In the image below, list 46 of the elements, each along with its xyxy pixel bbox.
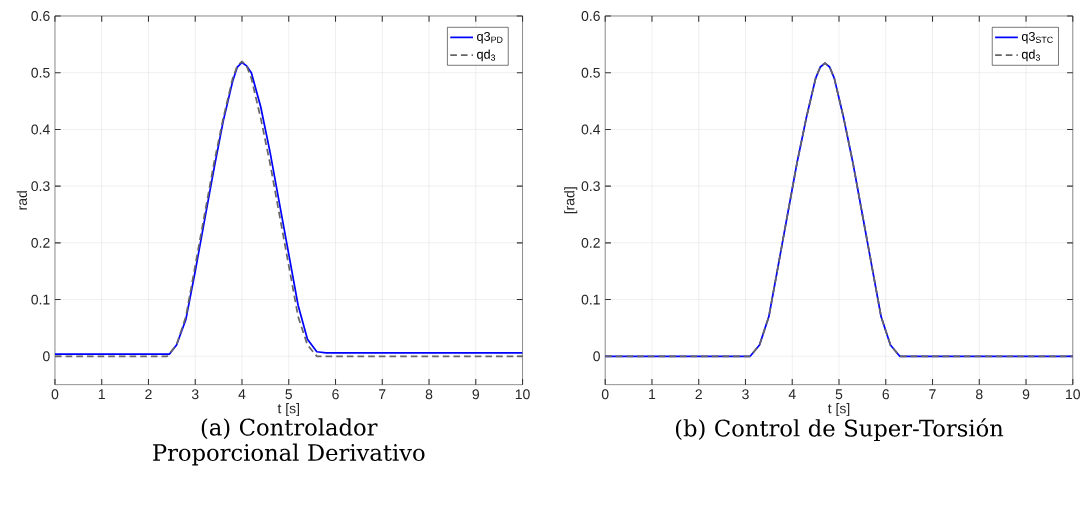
y-tick-label: 0.6 [31,11,50,22]
y-tick-label: 0.3 [31,181,50,192]
x-tick-label: 4 [238,389,246,400]
x-tick-label: 2 [695,389,702,400]
x-tick-label: 7 [929,389,936,400]
x-tick-label: 10 [515,389,530,400]
y-tick-label: 0 [593,351,600,362]
x-tick-label: 8 [975,389,983,400]
y-tick-label: 0.4 [581,124,601,135]
legend-label: q3$_{STC}$ [1021,32,1053,44]
x-axis-title: t [s] [827,403,850,417]
y-axis-title: [rad] [564,187,578,214]
x-tick-label: 1 [649,389,656,400]
x-tick-label: 5 [285,389,293,400]
x-tick-label: 10 [1066,389,1081,400]
x-tick-label: 5 [835,389,843,400]
y-tick-label: 0 [43,351,50,362]
y-axis-title: rad [16,191,27,210]
y-tick-label: 0.2 [31,238,50,249]
y-tick-label: 0.5 [581,67,600,78]
x-tick-label: 0 [601,389,609,400]
text: (a) Controlador Proporcional Derivativo [153,418,425,466]
legend-label: qd$_{3}$ [1021,49,1040,62]
legend-label: qd$_{3}$ [477,49,496,62]
x-tick-label: 7 [379,389,386,400]
x-tick-label: 3 [191,389,199,400]
x-tick-label: 9 [472,389,479,400]
x-tick-label: 2 [145,389,152,400]
y-tick-label: 0.3 [581,181,600,192]
x-tick-label: 3 [742,389,749,400]
x-tick-label: 9 [1022,389,1030,400]
x-tick-label: 1 [98,389,105,400]
text: (b) Control de Super-Torsión [675,418,1004,442]
y-tick-label: 0.5 [31,67,50,78]
x-tick-label: 0 [51,389,59,400]
x-axis-title: t [s] [277,403,300,417]
x-tick-label: 6 [882,389,890,400]
y-tick-label: 0.4 [31,124,50,135]
y-tick-label: 0.1 [581,294,600,305]
y-tick-label: 0.1 [31,294,50,305]
x-tick-label: 6 [332,389,339,400]
legend-label: q3$_{PD}$ [477,32,503,44]
y-tick-label: 0.2 [581,238,600,249]
x-tick-label: 8 [425,389,433,400]
x-tick-label: 4 [788,389,796,400]
y-tick-label: 0.6 [581,11,600,22]
